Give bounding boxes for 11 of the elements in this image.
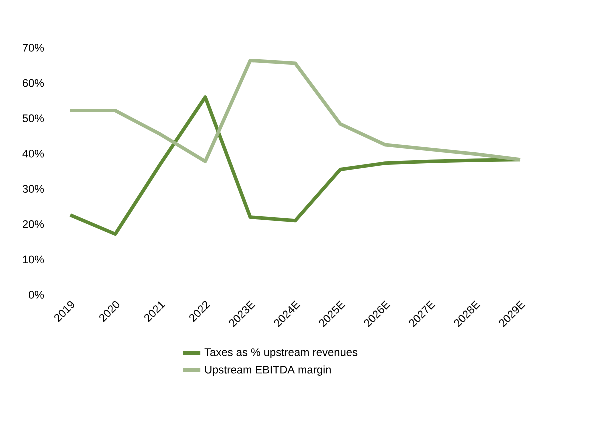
y-tick-label: 40% [22, 150, 44, 158]
y-tick-label: 20% [23, 220, 44, 228]
y-tick-label: 70% [23, 44, 44, 52]
legend-label: Taxes as % upstream revenues [204, 348, 358, 358]
y-tick-label: 50% [22, 114, 44, 122]
line-series [68, 58, 522, 164]
y-tick-label: 0% [29, 291, 44, 299]
y-tick-label: 10% [23, 256, 44, 264]
legend-label: Upstream EBITDA margin [205, 366, 331, 376]
y-tick-label: 60% [23, 79, 44, 88]
y-tick-label: 30% [22, 185, 44, 194]
